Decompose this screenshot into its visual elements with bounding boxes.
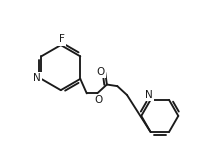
Text: O: O bbox=[94, 95, 102, 105]
Text: N: N bbox=[33, 73, 41, 83]
Text: F: F bbox=[59, 34, 64, 44]
Text: N: N bbox=[145, 90, 153, 100]
Text: O: O bbox=[96, 67, 105, 77]
